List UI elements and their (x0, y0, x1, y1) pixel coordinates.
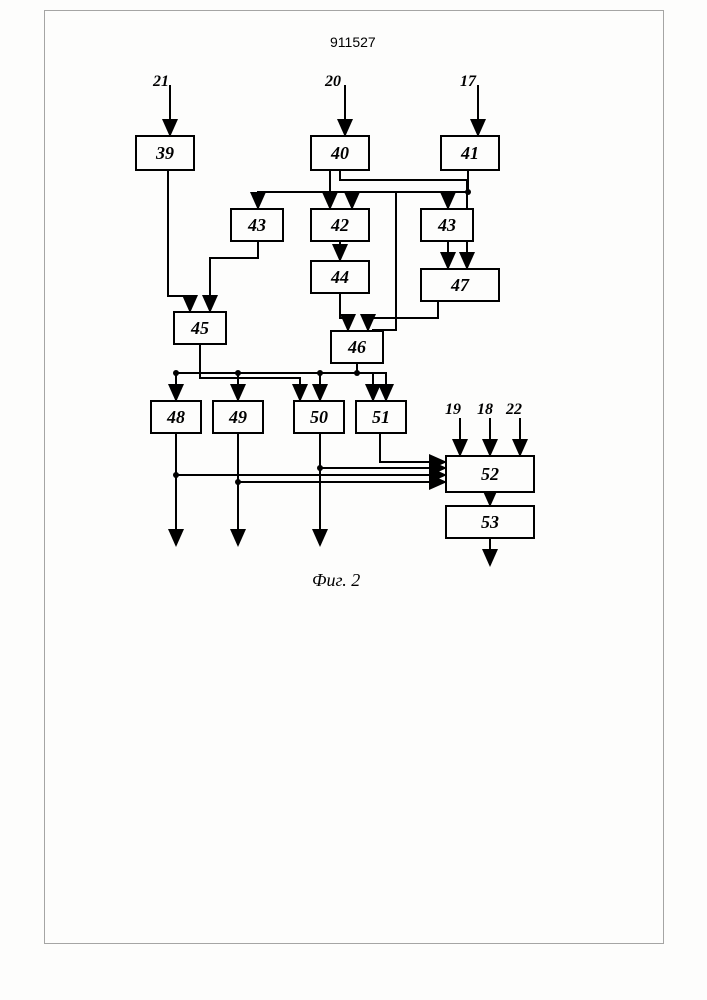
node-n53: 53 (445, 505, 535, 539)
node-n41: 41 (440, 135, 500, 171)
node-n43b: 43 (420, 208, 474, 242)
node-n47: 47 (420, 268, 500, 302)
node-label: 40 (331, 143, 349, 164)
node-label: 42 (331, 215, 349, 236)
node-n43a: 43 (230, 208, 284, 242)
node-label: 52 (481, 464, 499, 485)
node-n46: 46 (330, 330, 384, 364)
input-label-18: 18 (477, 401, 493, 419)
node-label: 46 (348, 337, 366, 358)
input-label-21: 21 (153, 73, 169, 91)
node-label: 48 (167, 407, 185, 428)
node-label: 44 (331, 267, 349, 288)
input-label-19: 19 (445, 401, 461, 419)
node-n40: 40 (310, 135, 370, 171)
node-n50: 50 (293, 400, 345, 434)
node-label: 43 (248, 215, 266, 236)
node-n44: 44 (310, 260, 370, 294)
node-label: 45 (191, 318, 209, 339)
node-label: 51 (372, 407, 390, 428)
input-label-20: 20 (325, 73, 341, 91)
figure-caption: Фиг. 2 (312, 570, 360, 591)
node-label: 53 (481, 512, 499, 533)
node-n51: 51 (355, 400, 407, 434)
node-label: 41 (461, 143, 479, 164)
node-n52: 52 (445, 455, 535, 493)
node-label: 43 (438, 215, 456, 236)
node-label: 50 (310, 407, 328, 428)
node-n39: 39 (135, 135, 195, 171)
node-n42: 42 (310, 208, 370, 242)
input-label-22: 22 (506, 401, 522, 419)
diagram-page: 911527 39404142434344474546484950515253 … (0, 0, 707, 1000)
node-n49: 49 (212, 400, 264, 434)
node-n45: 45 (173, 311, 227, 345)
document-number: 911527 (330, 34, 376, 50)
node-n48: 48 (150, 400, 202, 434)
node-label: 49 (229, 407, 247, 428)
node-label: 47 (451, 275, 469, 296)
node-label: 39 (156, 143, 174, 164)
input-label-17: 17 (460, 73, 476, 91)
